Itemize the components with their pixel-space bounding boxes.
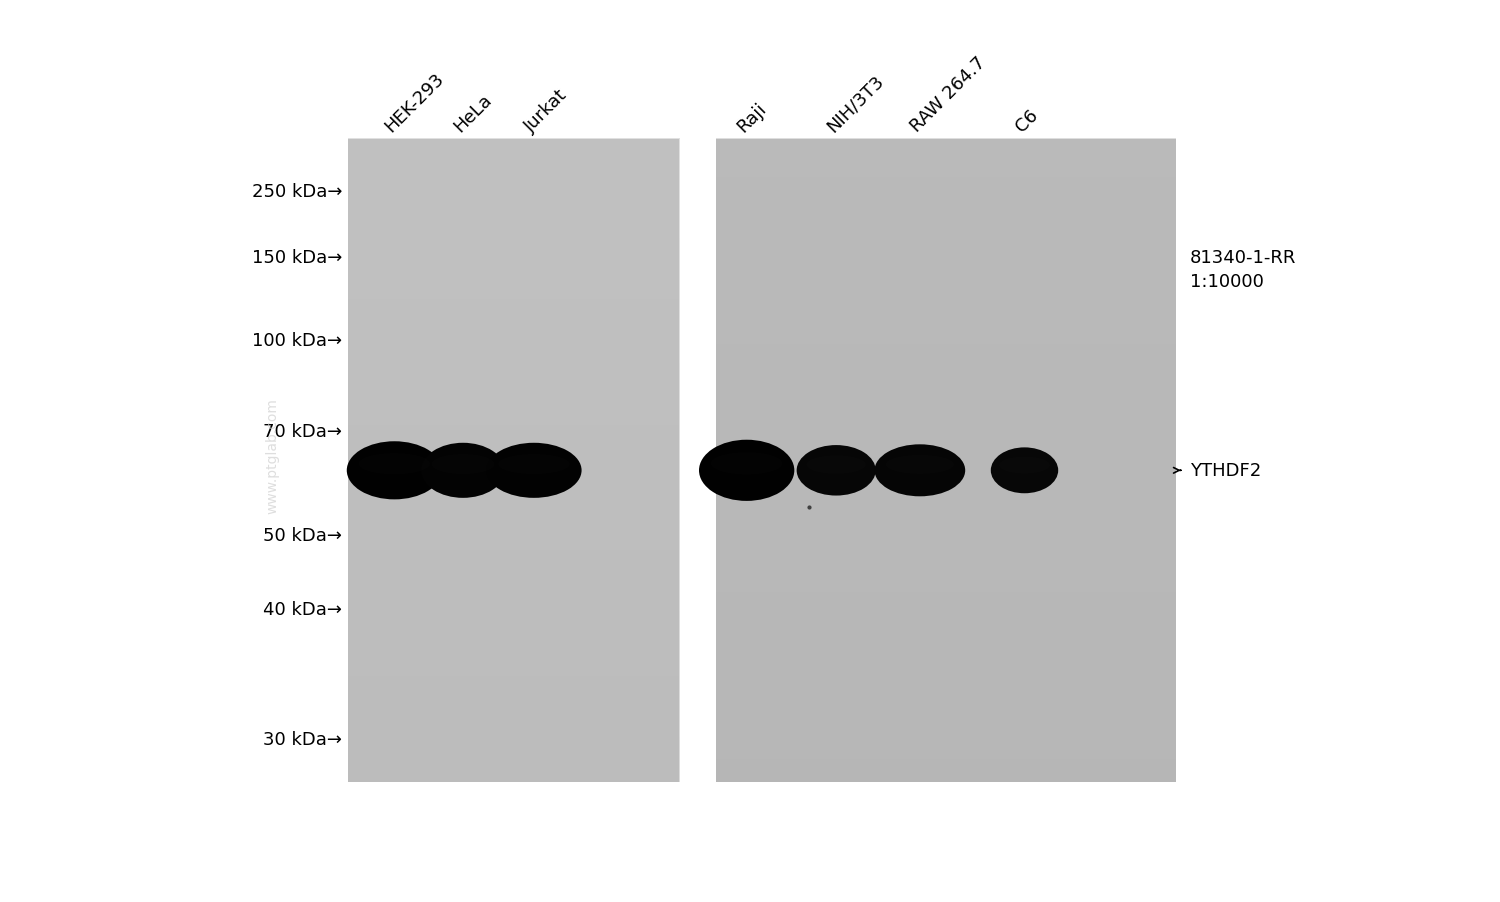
Text: www.ptglab.com: www.ptglab.com xyxy=(266,398,279,513)
Text: 40 kDa→: 40 kDa→ xyxy=(262,601,342,619)
Text: 30 kDa→: 30 kDa→ xyxy=(262,730,342,748)
Bar xyxy=(348,140,680,782)
Text: NIH/3T3: NIH/3T3 xyxy=(824,72,888,136)
Text: 100 kDa→: 100 kDa→ xyxy=(252,332,342,350)
Ellipse shape xyxy=(992,448,1058,493)
Text: C6: C6 xyxy=(1013,106,1041,136)
Text: Jurkat: Jurkat xyxy=(520,87,572,136)
Text: 50 kDa→: 50 kDa→ xyxy=(262,527,342,545)
Text: YTHDF2: YTHDF2 xyxy=(1190,462,1262,480)
Text: HeLa: HeLa xyxy=(450,91,495,136)
Ellipse shape xyxy=(498,455,570,474)
Ellipse shape xyxy=(796,446,876,496)
Ellipse shape xyxy=(422,443,506,498)
Text: 250 kDa→: 250 kDa→ xyxy=(252,182,342,200)
Ellipse shape xyxy=(358,454,430,474)
Ellipse shape xyxy=(874,445,965,497)
Ellipse shape xyxy=(346,442,442,500)
Text: 1:10000: 1:10000 xyxy=(1190,273,1263,290)
Ellipse shape xyxy=(886,456,954,474)
Ellipse shape xyxy=(432,455,495,474)
Text: 81340-1-RR: 81340-1-RR xyxy=(1190,249,1296,267)
Text: HEK-293: HEK-293 xyxy=(381,69,448,136)
Text: 150 kDa→: 150 kDa→ xyxy=(252,249,342,267)
Ellipse shape xyxy=(486,443,582,498)
Ellipse shape xyxy=(807,456,865,474)
Text: Raji: Raji xyxy=(734,99,771,136)
Text: RAW 264.7: RAW 264.7 xyxy=(908,54,990,136)
Ellipse shape xyxy=(699,440,795,502)
Text: 70 kDa→: 70 kDa→ xyxy=(262,422,342,440)
Ellipse shape xyxy=(999,457,1050,474)
Bar xyxy=(717,140,1176,782)
Ellipse shape xyxy=(711,453,783,475)
